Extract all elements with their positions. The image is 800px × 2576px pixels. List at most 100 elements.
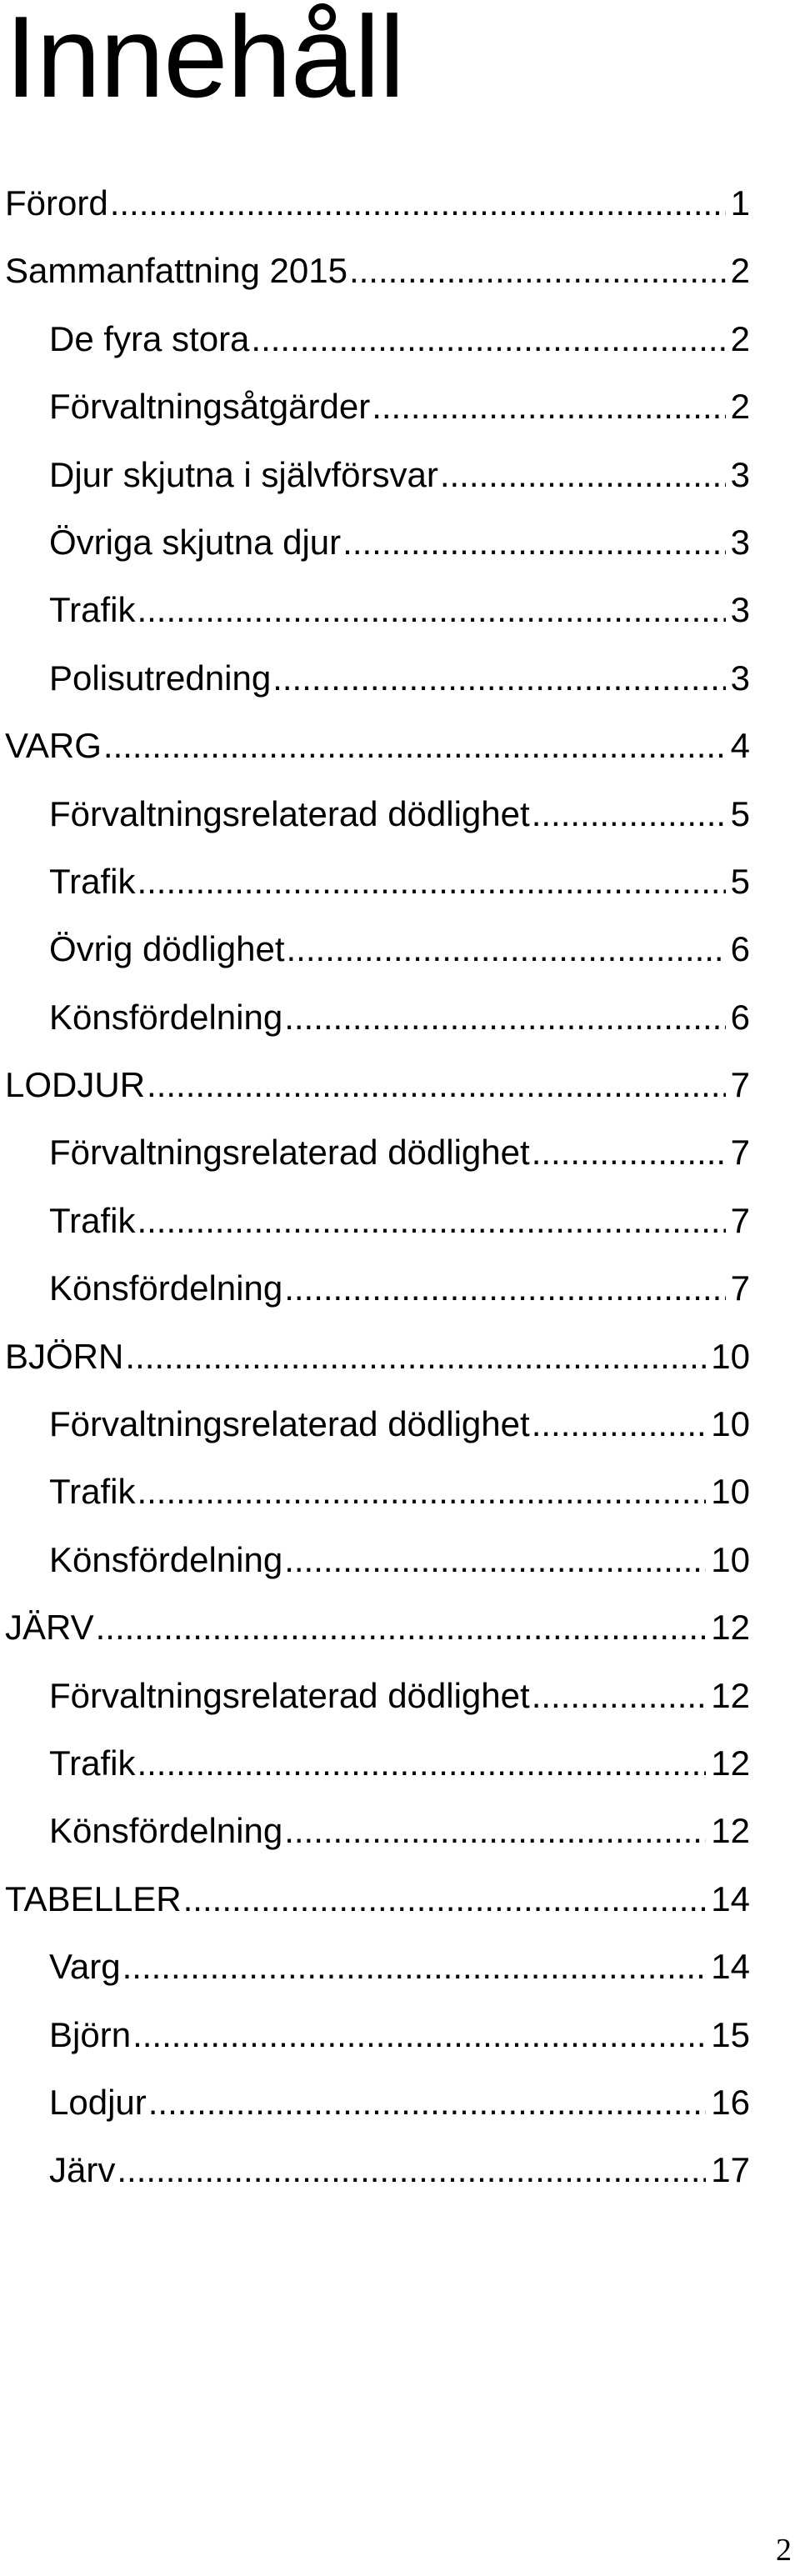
toc-entry-title: Järv xyxy=(49,2150,116,2190)
toc-entry-title: Förvaltningsrelaterad dödlighet xyxy=(49,1404,530,1444)
toc-entry-subsection[interactable]: Könsfördelning 12 xyxy=(0,1797,750,1864)
toc-dot-leader xyxy=(532,1662,707,1729)
toc-entry-section[interactable]: BJÖRN 10 xyxy=(0,1323,750,1390)
toc-entry-page: 14 xyxy=(711,1878,750,1918)
toc-entry-subsection[interactable]: Björn 15 xyxy=(0,2001,750,2068)
table-of-contents: Förord1Sammanfattning 20152De fyra stora… xyxy=(0,169,800,2204)
toc-entry-title: LODJUR xyxy=(5,1065,146,1105)
toc-dot-leader xyxy=(272,644,725,712)
toc-entry-subsection[interactable]: Förvaltningsrelaterad dödlighet 7 xyxy=(0,1118,750,1186)
toc-dot-leader xyxy=(287,915,726,983)
toc-dot-leader xyxy=(137,1729,706,1797)
toc-entry-page: 14 xyxy=(711,1947,750,1987)
toc-entry-page: 6 xyxy=(730,929,750,969)
toc-entry-title: Varg xyxy=(49,1947,121,1987)
toc-dot-leader xyxy=(96,1593,707,1661)
toc-entry-subsection[interactable]: Könsfördelning 7 xyxy=(0,1254,750,1322)
toc-entry-page: 2 xyxy=(730,387,750,427)
toc-entry-title: VARG xyxy=(5,726,102,766)
toc-entry-page: 17 xyxy=(711,2150,750,2190)
toc-entry-subsection[interactable]: Varg 14 xyxy=(0,1933,750,2000)
toc-entry-page: 2 xyxy=(730,318,750,358)
toc-entry-title: Lodjur xyxy=(49,2082,147,2122)
toc-entry-page: 7 xyxy=(730,1200,750,1240)
toc-entry-subsection[interactable]: Järv 17 xyxy=(0,2136,750,2203)
toc-entry-subsection[interactable]: Förvaltningsrelaterad dödlighet 10 xyxy=(0,1390,750,1458)
toc-entry-title: Könsfördelning xyxy=(49,1539,283,1579)
toc-dot-leader xyxy=(137,576,725,643)
toc-dot-leader xyxy=(147,1051,726,1118)
toc-entry-page: 3 xyxy=(730,522,750,562)
toc-entry-subsection[interactable]: Lodjur 16 xyxy=(0,2068,750,2136)
toc-entry-title: Könsfördelning xyxy=(49,1268,283,1308)
toc-entry-subsection[interactable]: Förvaltningsrelaterad dödlighet 5 xyxy=(0,780,750,848)
toc-entry-section[interactable]: Sammanfattning 2015 2 xyxy=(0,237,750,304)
toc-entry-title: BJÖRN xyxy=(5,1336,124,1376)
toc-entry-page: 12 xyxy=(711,1675,750,1715)
toc-entry-page: 5 xyxy=(730,793,750,833)
toc-dot-leader xyxy=(342,508,725,576)
toc-entry-page: 15 xyxy=(711,2014,750,2054)
toc-dot-leader xyxy=(284,1526,706,1593)
toc-entry-subsection[interactable]: De fyra stora 2 xyxy=(0,305,750,373)
toc-entry-title: Trafik xyxy=(49,1200,136,1240)
toc-entry-subsection[interactable]: Trafik 12 xyxy=(0,1729,750,1797)
toc-dot-leader xyxy=(132,2001,706,2068)
toc-dot-leader xyxy=(148,2068,707,2136)
toc-entry-title: Trafik xyxy=(49,861,136,901)
toc-dot-leader xyxy=(137,848,725,915)
toc-entry-page: 6 xyxy=(730,997,750,1037)
toc-entry-page: 12 xyxy=(711,1608,750,1648)
toc-entry-title: Djur skjutna i självförsvar xyxy=(49,454,438,494)
toc-entry-title: TABELLER xyxy=(5,1878,182,1918)
toc-entry-title: Trafik xyxy=(49,1472,136,1512)
toc-entry-title: Trafik xyxy=(49,1743,136,1783)
toc-dot-leader xyxy=(349,237,726,304)
toc-entry-title: JÄRV xyxy=(5,1608,94,1648)
toc-entry-subsection[interactable]: Övrig dödlighet 6 xyxy=(0,915,750,983)
toc-dot-leader xyxy=(110,169,726,237)
toc-entry-title: Polisutredning xyxy=(49,658,272,698)
toc-dot-leader xyxy=(103,712,726,779)
toc-dot-leader xyxy=(372,373,725,440)
toc-entry-section[interactable]: JÄRV 12 xyxy=(0,1593,750,1661)
toc-entry-page: 10 xyxy=(711,1336,750,1376)
toc-entry-subsection[interactable]: Trafik 5 xyxy=(0,848,750,915)
toc-entry-page: 10 xyxy=(711,1539,750,1579)
toc-dot-leader xyxy=(532,1118,726,1186)
toc-entry-subsection[interactable]: Trafik 10 xyxy=(0,1458,750,1525)
toc-entry-section[interactable]: LODJUR 7 xyxy=(0,1051,750,1118)
toc-entry-subsection[interactable]: Trafik 7 xyxy=(0,1187,750,1254)
toc-dot-leader xyxy=(532,780,726,848)
toc-entry-title: Förvaltningsrelaterad dödlighet xyxy=(49,793,530,833)
toc-entry-page: 1 xyxy=(730,183,750,223)
toc-entry-page: 2 xyxy=(730,251,750,291)
toc-entry-title: Förvaltningsrelaterad dödlighet xyxy=(49,1675,530,1715)
toc-entry-title: Björn xyxy=(49,2014,132,2054)
toc-dot-leader xyxy=(440,441,726,508)
toc-entry-title: Förvaltningsrelaterad dödlighet xyxy=(49,1133,530,1173)
toc-entry-subsection[interactable]: Övriga skjutna djur 3 xyxy=(0,508,750,576)
toc-entry-subsection[interactable]: Könsfördelning 6 xyxy=(0,983,750,1051)
page-title: Innehåll xyxy=(5,0,405,122)
toc-entry-subsection[interactable]: Könsfördelning 10 xyxy=(0,1526,750,1593)
toc-entry-subsection[interactable]: Förvaltningsåtgärder 2 xyxy=(0,373,750,440)
toc-entry-subsection[interactable]: Trafik 3 xyxy=(0,576,750,643)
toc-entry-page: 7 xyxy=(730,1065,750,1105)
toc-entry-section[interactable]: TABELLER 14 xyxy=(0,1865,750,1933)
toc-entry-title: Könsfördelning xyxy=(49,1811,283,1851)
toc-entry-page: 10 xyxy=(711,1472,750,1512)
page-number: 2 xyxy=(776,2533,792,2568)
toc-entry-page: 3 xyxy=(730,590,750,630)
toc-entry-section[interactable]: VARG 4 xyxy=(0,712,750,779)
toc-entry-title: Trafik xyxy=(49,590,136,630)
toc-entry-title: Förvaltningsåtgärder xyxy=(49,387,371,427)
toc-entry-subsection[interactable]: Polisutredning 3 xyxy=(0,644,750,712)
toc-entry-subsection[interactable]: Förvaltningsrelaterad dödlighet 12 xyxy=(0,1662,750,1729)
toc-entry-subsection[interactable]: Djur skjutna i självförsvar 3 xyxy=(0,441,750,508)
toc-entry-page: 12 xyxy=(711,1811,750,1851)
toc-entry-title: Övriga skjutna djur xyxy=(49,522,342,562)
toc-entry-section[interactable]: Förord 1 xyxy=(0,169,750,237)
toc-dot-leader xyxy=(532,1390,707,1458)
toc-dot-leader xyxy=(284,1254,725,1322)
